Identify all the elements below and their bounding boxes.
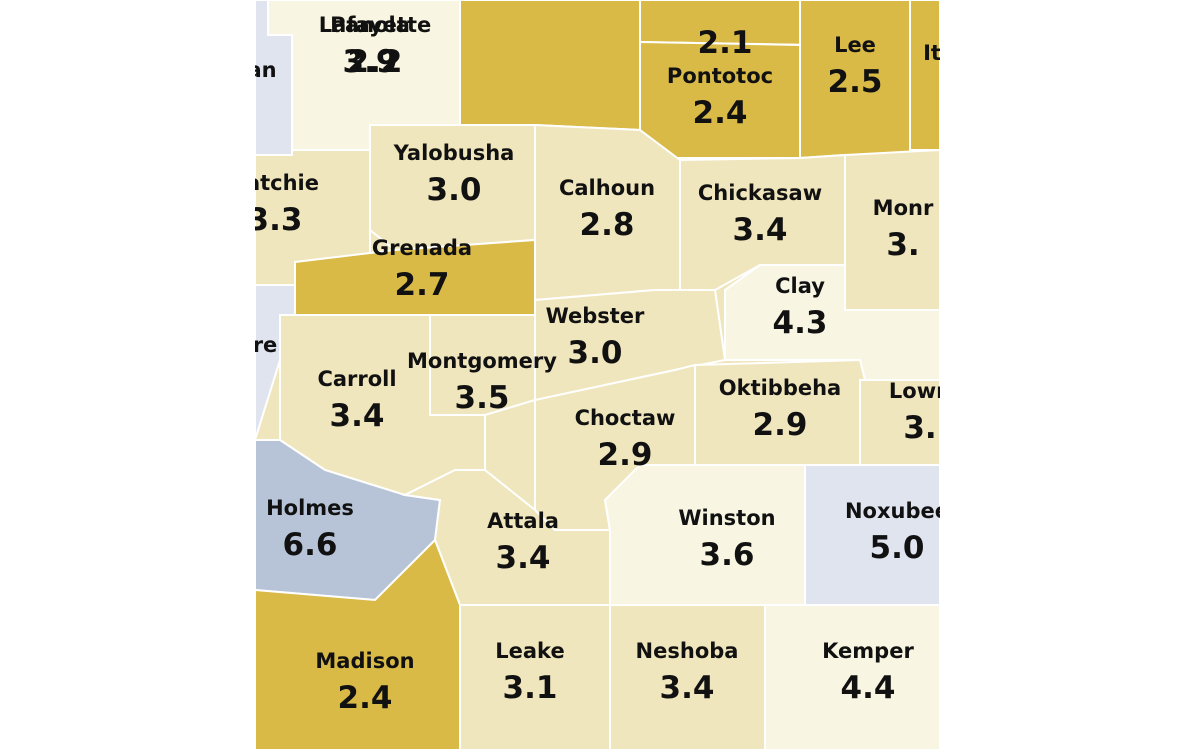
county-name-lee: Lee [834, 33, 876, 57]
county-rate-monroe: 3. [886, 227, 919, 263]
county-name-panola: Panola [330, 13, 410, 37]
county-rate-chickasaw: 3.4 [733, 212, 788, 248]
county-name-webster: Webster [546, 304, 645, 328]
county-labels: Panola 3.9 Lafayette 2.2 2.1 Lee 2.5 It an Pontot… [255, 13, 940, 716]
county-map: Panola 3.9 Lafayette 2.2 2.1 Lee 2.5 It an Pontot… [255, 0, 940, 750]
county-leake [459, 604, 611, 750]
county-rate-tallahatchie: 3.3 [255, 202, 302, 238]
county-name-madison: Madison [315, 649, 414, 673]
county-name-attala: Attala [487, 509, 559, 533]
county-montgomery [429, 314, 536, 416]
county-name-yalobusha: Yalobusha [393, 141, 515, 165]
county-rate-winston: 3.6 [700, 537, 755, 573]
county-name-quitman: an [255, 58, 277, 82]
county-rate-noxubee: 5.0 [870, 530, 925, 566]
county-name-noxubee: Noxubee [845, 499, 940, 523]
county-name-carroll: Carroll [317, 367, 396, 391]
county-rate-kemper: 4.4 [841, 670, 896, 706]
county-rate-panola: 3.9 [343, 44, 398, 80]
county-rate-pontotoc: 2.4 [693, 95, 748, 131]
county-map-svg: Panola 3.9 Lafayette 2.2 2.1 Lee 2.5 It an Pontot… [255, 0, 940, 750]
county-name-neshoba: Neshoba [636, 639, 739, 663]
county-kemper [764, 604, 940, 750]
county-neshoba [609, 604, 766, 750]
county-name-tallahatchie: hatchie [255, 171, 319, 195]
county-name-pontotoc: Pontotoc [667, 64, 773, 88]
county-rate-lafayette: 2.2 [348, 44, 403, 80]
county-rate-neshoba: 3.4 [660, 670, 715, 706]
county-itawamba [909, 0, 940, 151]
county-rate-montgomery: 3.5 [455, 380, 510, 416]
county-rate-grenada: 2.7 [395, 267, 450, 303]
county-rate-calhoun: 2.8 [580, 207, 635, 243]
county-name-clay: Clay [775, 274, 825, 298]
county-quitman [255, 0, 293, 156]
county-shapes [255, 0, 940, 750]
county-name-montgomery: Montgomery [407, 349, 557, 373]
county-name-lafayette: Lafayette [319, 13, 431, 37]
county-rate-holmes: 6.6 [283, 527, 338, 563]
county-name-itawamba: It [923, 41, 940, 65]
county-name-calhoun: Calhoun [559, 176, 655, 200]
county-name-chickasaw: Chickasaw [698, 181, 822, 205]
county-name-leake: Leake [495, 639, 564, 663]
county-name-leflore: re [255, 333, 277, 357]
county-rate-attala: 3.4 [496, 540, 551, 576]
county-lowndes [859, 379, 940, 466]
county-rate-clay: 4.3 [773, 305, 828, 341]
county-lafayette [459, 0, 641, 132]
county-rate-lee: 2.5 [828, 64, 883, 100]
county-rate-madison: 2.4 [338, 680, 393, 716]
county-rate-yalobusha: 3.0 [427, 172, 482, 208]
county-rate-choctaw: 2.9 [598, 437, 653, 473]
county-winston [603, 464, 806, 606]
county-name-holmes: Holmes [266, 496, 354, 520]
county-name-kemper: Kemper [822, 639, 914, 663]
county-rate-leake: 3.1 [503, 670, 558, 706]
county-name-monroe: Monr [873, 196, 934, 220]
county-noxubee [804, 464, 940, 606]
county-rate-lowndes: 3. [903, 410, 936, 446]
county-rate-webster: 3.0 [568, 335, 623, 371]
county-rate-union: 2.1 [698, 25, 753, 61]
county-name-oktibbeha: Oktibbeha [719, 376, 841, 400]
county-name-choctaw: Choctaw [575, 406, 676, 430]
county-name-winston: Winston [678, 506, 775, 530]
county-name-lowndes: Lown [889, 379, 940, 403]
county-rate-oktibbeha: 2.9 [753, 407, 808, 443]
county-rate-carroll: 3.4 [330, 398, 385, 434]
county-name-grenada: Grenada [372, 236, 472, 260]
